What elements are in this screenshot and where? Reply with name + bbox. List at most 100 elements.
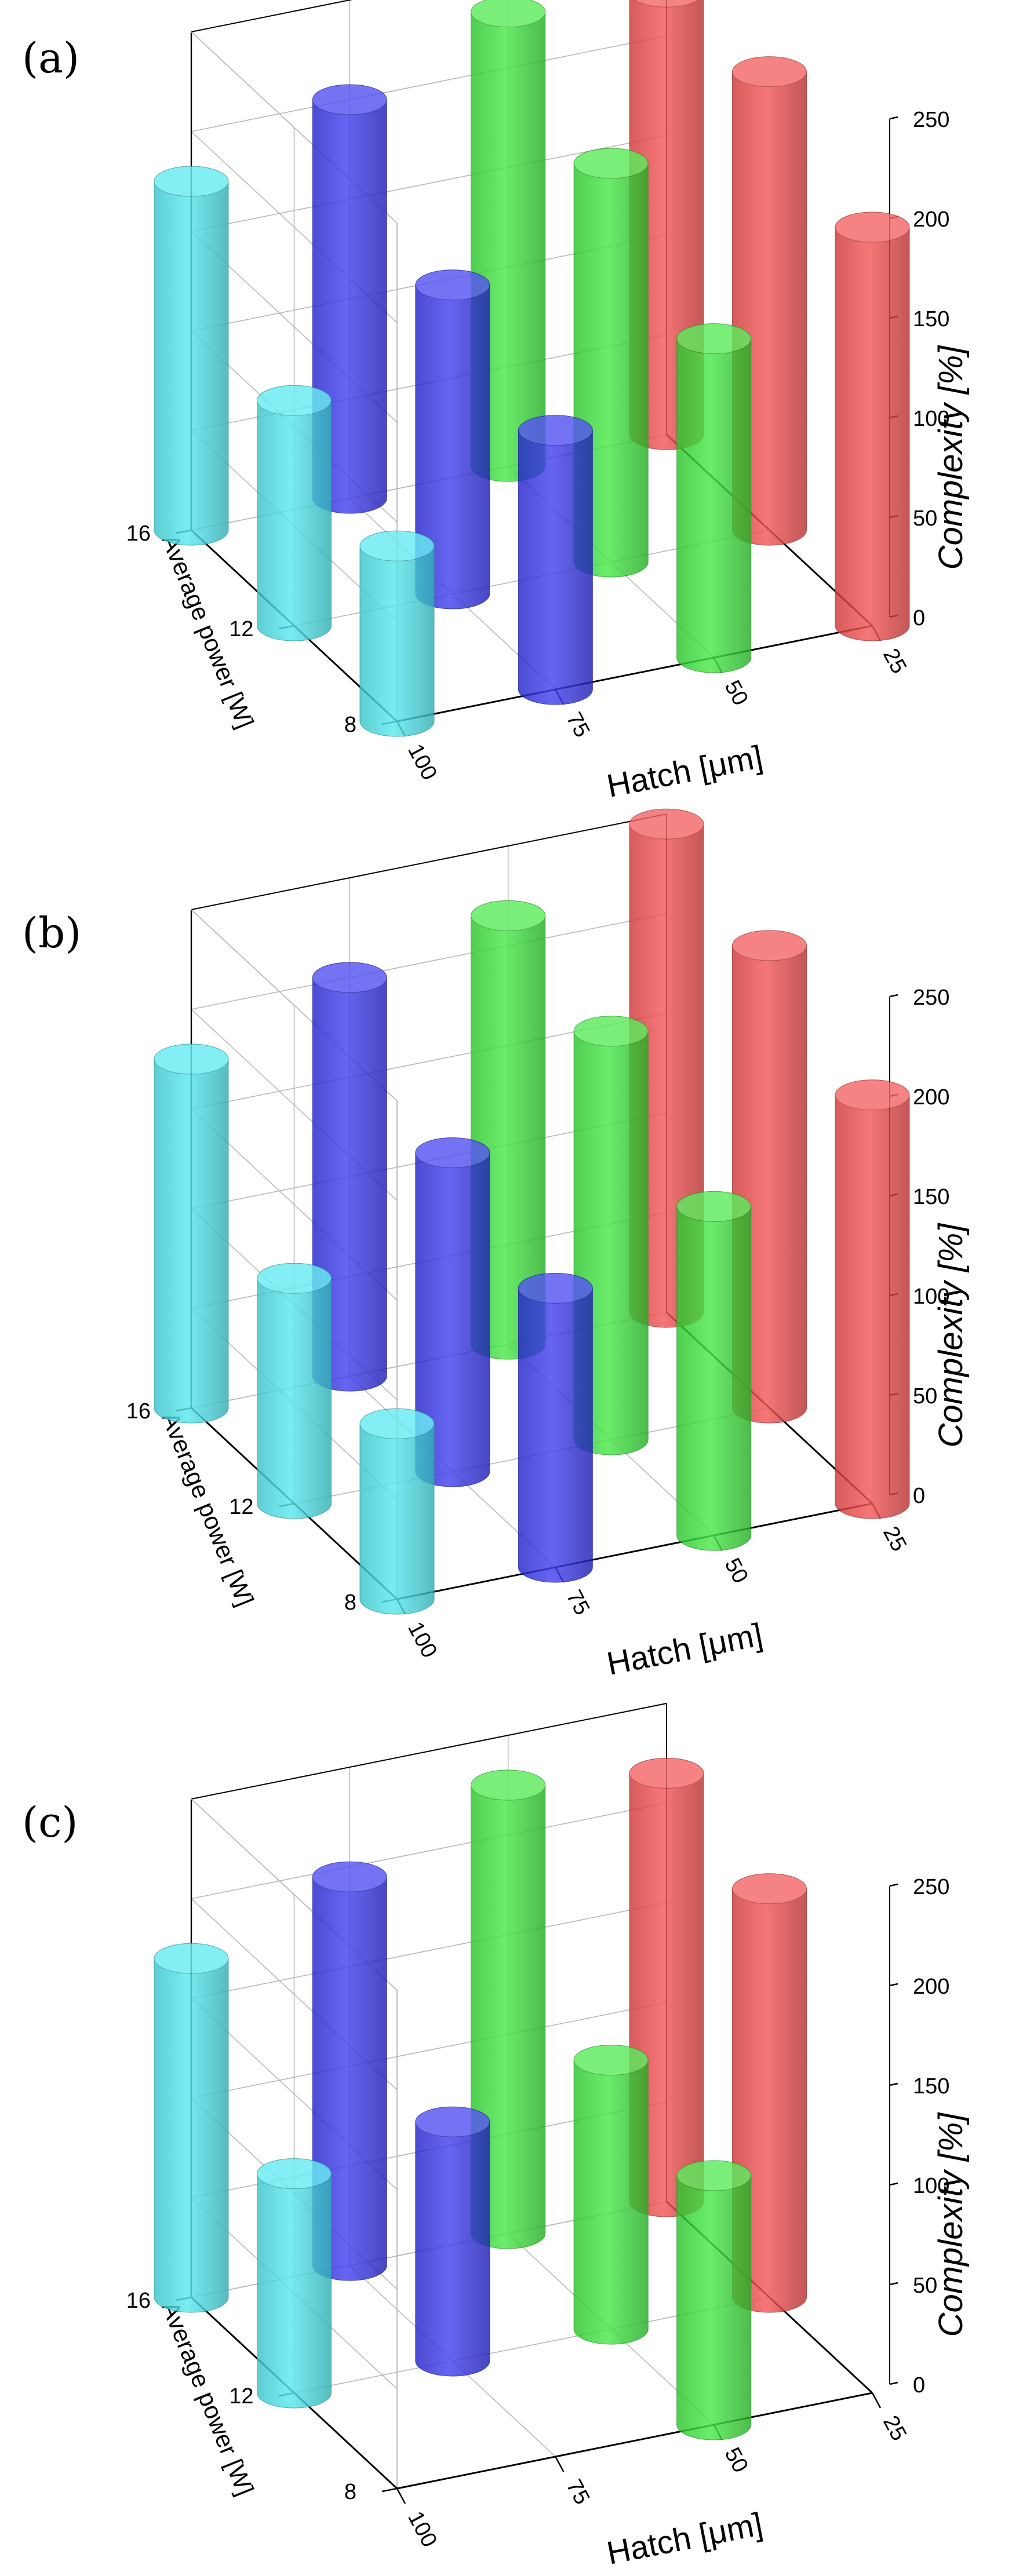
x-tick xyxy=(871,2392,882,2409)
bar-75-12 xyxy=(415,269,490,610)
cylinder-body xyxy=(154,1059,229,1424)
cylinder-body xyxy=(835,227,910,641)
cylinder-top xyxy=(359,530,435,561)
cylinder-top xyxy=(415,1137,490,1169)
bar-50-8 xyxy=(676,323,752,673)
x-tick-label: 50 xyxy=(720,1555,753,1588)
cylinder-top xyxy=(634,0,699,8)
cylinder-top xyxy=(359,1408,435,1439)
z-tick xyxy=(889,2282,898,2286)
z-tick xyxy=(889,2182,898,2186)
x-tick-label: 25 xyxy=(878,645,911,678)
x-tick-label: 75 xyxy=(561,709,594,742)
cylinder-top xyxy=(154,1043,229,1075)
x-tick-label: 100 xyxy=(403,2508,442,2552)
z-tick xyxy=(889,116,898,120)
cylinder-body xyxy=(676,2175,752,2440)
z-tick-label: 100 xyxy=(913,407,949,431)
cylinder-top xyxy=(471,900,546,931)
cylinder-top xyxy=(732,1873,807,1904)
cylinder-top xyxy=(312,962,387,993)
z-tick-label: 0 xyxy=(913,606,925,630)
cylinder-body xyxy=(154,181,229,546)
z-tick-label: 150 xyxy=(913,1185,949,1209)
bar-50-8 xyxy=(676,2160,752,2440)
z-tick-label: 250 xyxy=(913,986,949,1010)
z-tick-label: 100 xyxy=(913,1285,949,1309)
z-tick-label: 250 xyxy=(913,108,949,132)
cylinder-top xyxy=(518,1272,593,1304)
axis-frame xyxy=(191,813,667,910)
bar-50-12 xyxy=(573,2045,649,2345)
cylinder-body xyxy=(257,1278,332,1519)
bar-100-16 xyxy=(154,166,229,546)
cylinder-body xyxy=(676,338,752,673)
z-tick-label: 200 xyxy=(913,207,949,232)
cylinder-top xyxy=(154,166,229,197)
panel-c: (c) 8 12 16 100 75 50 250 50 100 150 200 250 Hatch [μ… xyxy=(22,1703,970,2571)
z-tick-label: 0 xyxy=(913,2373,925,2398)
cylinder-body xyxy=(415,2121,490,2377)
cylinder-top xyxy=(835,211,910,243)
panel-a: (a) 8 12 16 100 75 50 250 50 100 150 200 250 Hatch [μ… xyxy=(22,0,970,804)
x-tick-label: 100 xyxy=(403,740,442,785)
cylinder-body xyxy=(359,545,435,737)
x-axis-title: Hatch [μm] xyxy=(604,738,766,804)
panel-label: (b) xyxy=(22,908,81,957)
y-tick-label: 12 xyxy=(229,617,253,641)
z-axis-title: Complexity [%] xyxy=(932,2112,970,2337)
cylinder-top xyxy=(676,1191,752,1222)
z-tick-label: 100 xyxy=(913,2174,949,2198)
cylinder-top xyxy=(573,148,649,179)
cylinder-body xyxy=(257,2173,332,2409)
cylinder-body xyxy=(835,1094,910,1519)
z-tick xyxy=(889,2381,898,2385)
cylinder-body xyxy=(257,400,332,641)
cylinder-top xyxy=(573,2045,649,2076)
y-tick-label: 8 xyxy=(344,713,356,737)
panel-b: (b) 8 12 16 100 75 50 250 50 100 150 200 250 Hatch [μ… xyxy=(22,808,970,1682)
cylinder-top xyxy=(629,808,704,840)
gridline xyxy=(191,1902,667,1999)
cylinder-body xyxy=(518,430,593,705)
gridline xyxy=(191,2002,667,2099)
x-tick-label: 25 xyxy=(878,1523,911,1556)
cylinder-top xyxy=(573,1016,649,1047)
z-tick-label: 50 xyxy=(913,506,937,531)
z-axis-title: Complexity [%] xyxy=(932,1223,970,1448)
cylinder-top xyxy=(732,930,807,961)
bar-100-8 xyxy=(359,530,435,737)
bar-100-16 xyxy=(154,1043,229,1424)
y-tick-label: 16 xyxy=(126,2289,151,2313)
bar-50-8 xyxy=(676,1191,752,1551)
x-axis xyxy=(396,2392,873,2490)
cylinder-top xyxy=(629,1757,704,1789)
bar-100-12 xyxy=(257,385,332,641)
z-tick-label: 50 xyxy=(913,1384,937,1409)
x-axis xyxy=(396,625,873,723)
bar-100-12 xyxy=(257,2158,332,2409)
bar-25-8 xyxy=(835,1079,910,1519)
y-tick-label: 8 xyxy=(344,2480,356,2504)
x-tick-label: 25 xyxy=(878,2412,911,2445)
cylinder-top xyxy=(676,323,752,355)
z-tick-label: 250 xyxy=(913,1875,949,1899)
cylinder-body xyxy=(154,1958,229,2313)
x-tick-label: 75 xyxy=(561,2476,594,2509)
bar-100-16 xyxy=(154,1943,229,2313)
x-tick xyxy=(396,2488,406,2504)
y-tick-label: 8 xyxy=(344,1590,356,1615)
y-tick-label: 16 xyxy=(126,1399,151,1424)
z-tick-label: 200 xyxy=(913,1085,949,1110)
z-tick xyxy=(889,994,898,998)
cylinder-top xyxy=(312,1861,387,1892)
bar-75-12 xyxy=(415,1137,490,1487)
cylinder-top xyxy=(415,2106,490,2137)
bar-75-12 xyxy=(415,2106,490,2377)
x-axis-title: Hatch [μm] xyxy=(604,1616,766,1682)
z-tick xyxy=(889,2082,898,2086)
x-axis xyxy=(396,1502,873,1600)
bar-100-8 xyxy=(359,1408,435,1615)
y-tick-label: 12 xyxy=(229,2384,253,2409)
